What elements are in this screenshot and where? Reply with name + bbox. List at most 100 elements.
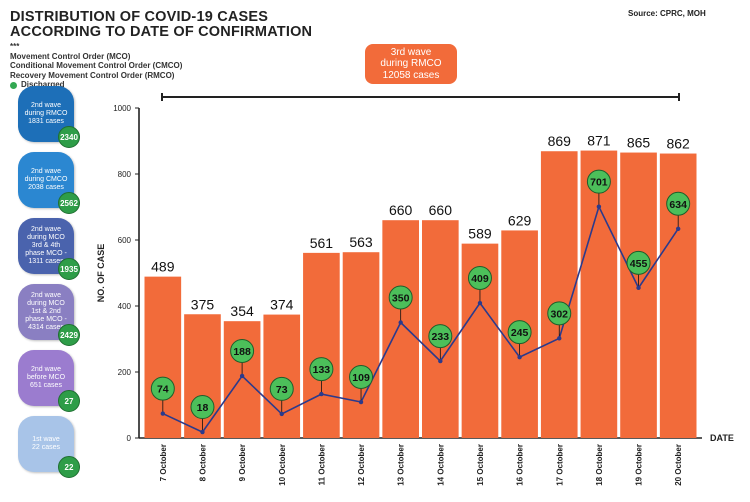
x-tick-label: 19 October bbox=[635, 444, 644, 486]
discharged-bubble bbox=[349, 365, 374, 390]
bar-value-label: 489 bbox=[151, 259, 175, 275]
wave-line: 2nd wave bbox=[31, 168, 61, 175]
y-axis-title: NO. OF CASE bbox=[96, 244, 106, 303]
x-axis-labels: 7 October 8 October 9 October 10 October 11 … bbox=[159, 444, 683, 486]
wave-discharged-badge: 2562 bbox=[58, 192, 80, 214]
x-tick-label: 20 October bbox=[674, 444, 683, 486]
x-tick-label: 15 October bbox=[476, 444, 485, 486]
wave-line: phase MCO - 4314 cases bbox=[25, 316, 67, 331]
wave-discharged-badge: 1935 bbox=[58, 258, 80, 280]
wave-card-mco-12: 2nd wave during MCO 1st & 2nd phase MCO … bbox=[18, 284, 74, 340]
discharged-value-label: 409 bbox=[471, 273, 489, 285]
y-tick-label: 400 bbox=[118, 302, 132, 311]
discharged-bubble bbox=[230, 338, 255, 363]
x-axis-title: DATE bbox=[710, 433, 734, 443]
x-tick-label: 18 October bbox=[595, 444, 604, 486]
wave-line: during RMCO bbox=[24, 110, 68, 117]
legend-marker: *** bbox=[10, 42, 20, 51]
line-point bbox=[279, 411, 284, 417]
wave-discharged-badge: 27 bbox=[58, 390, 80, 412]
discharged-value-label: 109 bbox=[352, 372, 370, 384]
x-tick-label: 10 October bbox=[278, 444, 287, 486]
x-tick-label: 8 October bbox=[198, 444, 207, 481]
discharged-bubble bbox=[269, 376, 294, 401]
wave-line: during MCO bbox=[27, 300, 65, 307]
bar-value-label: 563 bbox=[349, 234, 373, 250]
bar-value-label: 869 bbox=[548, 133, 572, 149]
discharged-bubble bbox=[586, 169, 611, 194]
x-tick-label: 13 October bbox=[397, 444, 406, 486]
discharged-value-label: 634 bbox=[669, 199, 687, 211]
x-tick-label: 11 October bbox=[317, 444, 326, 485]
discharged-line bbox=[162, 204, 679, 434]
discharged-bubble bbox=[666, 191, 691, 216]
wave-line: 1831 cases bbox=[28, 118, 64, 125]
y-tick-label: 800 bbox=[118, 170, 132, 179]
discharged-bubble bbox=[388, 285, 413, 310]
line-point bbox=[358, 399, 364, 405]
discharged-bubble bbox=[626, 250, 651, 275]
x-tick-label: 9 October bbox=[238, 444, 247, 481]
wave-line: 2038 cases bbox=[28, 184, 64, 191]
discharged-value-label: 350 bbox=[392, 293, 410, 305]
bar-value-label: 862 bbox=[666, 136, 690, 152]
legend-cmco: Conditional Movement Control Order (CMCO… bbox=[10, 61, 183, 71]
legend: *** Movement Control Order (MCO) Conditi… bbox=[10, 42, 182, 90]
line-point bbox=[517, 354, 522, 360]
legend-rmco: Recovery Movement Control Order (RMCO) bbox=[10, 70, 175, 80]
wave-line: during MCO bbox=[27, 234, 65, 241]
wave-line: before MCO bbox=[26, 374, 66, 381]
y-tick-label: 600 bbox=[118, 236, 132, 245]
wave-discharged-badge: 2340 bbox=[58, 126, 80, 148]
wave-line: 2nd wave bbox=[31, 292, 61, 299]
wave-sidebar: 2nd wave during RMCO 1831 cases 2340 2nd… bbox=[18, 86, 104, 486]
line-point bbox=[636, 285, 641, 291]
legend-discharged: Discharged bbox=[10, 80, 182, 90]
discharged-value-label: 18 bbox=[197, 402, 209, 414]
wave-line: 2nd wave bbox=[31, 226, 61, 233]
bar bbox=[303, 252, 340, 438]
bar-value-label: 871 bbox=[587, 133, 611, 149]
discharged-bubble bbox=[309, 357, 334, 382]
discharged-bubble bbox=[150, 376, 175, 401]
wave-line: 1st & 2nd bbox=[31, 308, 61, 315]
discharged-value-label: 455 bbox=[630, 258, 648, 270]
wave-discharged-badge: 2429 bbox=[58, 324, 80, 346]
y-tick-label: 200 bbox=[118, 368, 132, 377]
line-point bbox=[675, 226, 681, 231]
y-tick-label: 0 bbox=[127, 434, 132, 443]
discharged-value-label: 233 bbox=[432, 331, 450, 343]
discharged-dot-icon bbox=[10, 81, 17, 89]
bar-value-label: 660 bbox=[389, 202, 413, 218]
legend-mco: Movement Control Order (MCO) bbox=[10, 51, 131, 61]
callout-line-1: 3rd wave bbox=[390, 46, 432, 58]
callout-line-2: during RMCO bbox=[380, 58, 442, 70]
bar-value-label: 374 bbox=[270, 297, 294, 313]
discharged-bubble bbox=[467, 266, 492, 291]
bar bbox=[382, 220, 419, 438]
wave-line: during CMCO bbox=[24, 176, 68, 183]
third-wave-callout: 3rd wave during RMCO 12058 cases bbox=[365, 44, 457, 84]
line-point bbox=[160, 411, 166, 416]
title-line-2: ACCORDING TO DATE OF CONFIRMATION bbox=[10, 24, 313, 40]
discharged-line-series: 74 18 188 73 133 109 350 233 409 245 302 701 455 634 bbox=[150, 169, 691, 435]
bar-value-label: 375 bbox=[191, 296, 215, 312]
bar-series: 489 375 354 374 561 563 660 660 589 629 869 871 865 8… bbox=[144, 133, 697, 439]
wave-line: 1st wave bbox=[32, 436, 60, 443]
wave-line: 2nd wave bbox=[31, 366, 61, 373]
discharged-bubble bbox=[507, 320, 532, 345]
bar bbox=[263, 314, 301, 438]
wave-line: 3rd & 4th bbox=[31, 242, 61, 249]
bar-value-label: 561 bbox=[310, 235, 334, 251]
bar-value-label: 354 bbox=[230, 303, 254, 319]
legend-discharged-label: Discharged bbox=[21, 80, 65, 90]
bar-value-label: 660 bbox=[429, 202, 453, 218]
wave-line: phase MCO - 1311 cases bbox=[25, 250, 67, 265]
bar bbox=[620, 152, 657, 439]
line-point bbox=[319, 391, 324, 397]
title-line-1: DISTRIBUTION OF COVID-19 CASES bbox=[10, 9, 269, 25]
x-tick-label: 16 October bbox=[516, 444, 525, 486]
third-wave-bracket bbox=[161, 93, 680, 101]
discharged-bubble bbox=[428, 324, 453, 349]
